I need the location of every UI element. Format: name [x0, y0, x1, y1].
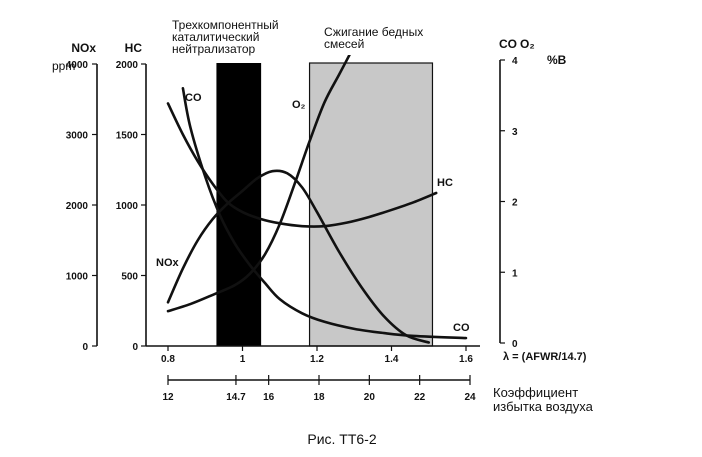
- co_o2-tick-label: 3: [512, 127, 518, 138]
- catalyst-title-line-2: каталитический: [172, 30, 259, 44]
- nox-tick-label: 3000: [66, 131, 89, 142]
- ticks-layer: 010002000300040000500100015002000012340.…: [66, 56, 518, 403]
- ratio-tick-label: 12: [162, 392, 174, 403]
- ratio-tick-label: 22: [414, 392, 426, 403]
- lambda-axis-label: λ = (AFWR/14.7): [503, 351, 587, 363]
- hc-tick-label: 1000: [116, 201, 139, 212]
- nox-tick-label: 0: [82, 342, 88, 353]
- co-axis-title: CO: [499, 37, 517, 51]
- co_o2-tick-label: 4: [512, 56, 518, 67]
- ratio-tick-label: 24: [464, 392, 476, 403]
- nox-tick-label: 2000: [66, 201, 89, 212]
- o2-curve-label: O₂: [292, 99, 306, 111]
- co_o2-tick-label: 2: [512, 198, 518, 209]
- co-curve: [181, 87, 468, 340]
- o2-curve: [166, 55, 351, 313]
- co-curve-label-right: CO: [453, 322, 470, 334]
- curves-layer: [166, 55, 468, 344]
- catalyst-region-title: Трехкомпонентный каталитический нейтрали…: [172, 18, 282, 56]
- lean-burn-region: [308, 62, 434, 347]
- co_o2-tick-label: 1: [512, 268, 518, 279]
- nox-curve: [166, 169, 431, 344]
- lambda-tick-label: 1: [240, 354, 246, 365]
- lean-burn-region-title: Сжигание бедных смесей: [324, 25, 427, 51]
- hc-tick-label: 2000: [116, 60, 139, 71]
- ratio-axis-label-line-1: Коэффициент: [493, 385, 578, 400]
- percent-unit: %В: [547, 53, 567, 67]
- ratio-axis-label: Коэффициент избытка воздуха: [493, 385, 594, 414]
- lambda-tick-label: 1.4: [385, 354, 399, 365]
- nox-curve-label: NOx: [156, 257, 180, 269]
- lean-title-line-1: Сжигание бедных: [324, 25, 423, 39]
- hc-curve-label: HC: [437, 177, 453, 189]
- hc-axis-title: HC: [125, 41, 143, 55]
- hc-tick-label: 1500: [116, 131, 139, 142]
- nox-axis-title: NOx: [71, 41, 96, 55]
- ratio-axis-label-line-2: избытка воздуха: [493, 399, 594, 414]
- catalyst-title-line-3: нейтрализатор: [172, 42, 256, 56]
- hc-tick-label: 0: [132, 342, 138, 353]
- regions-layer: [216, 62, 434, 347]
- catalyst-region: [216, 63, 262, 346]
- ratio-tick-label: 20: [364, 392, 376, 403]
- nox-tick-label: 1000: [66, 272, 89, 283]
- ratio-tick-label: 16: [263, 392, 275, 403]
- o2-axis-title: O₂: [520, 37, 535, 51]
- nox-tick-label: 4000: [66, 60, 89, 71]
- co_o2-tick-label: 0: [512, 339, 518, 350]
- lambda-tick-label: 1.6: [459, 354, 473, 365]
- lean-title-line-2: смесей: [324, 37, 364, 51]
- figure-caption: Рис. ТТ6-2: [307, 431, 376, 447]
- ratio-tick-label: 18: [313, 392, 325, 403]
- ratio-tick-label: 14.7: [226, 392, 246, 403]
- lambda-tick-label: 1.2: [310, 354, 324, 365]
- catalyst-title-line-1: Трехкомпонентный: [172, 18, 279, 32]
- hc-tick-label: 500: [121, 272, 138, 283]
- co-curve-label: CO: [185, 92, 202, 104]
- lambda-tick-label: 0.8: [161, 354, 175, 365]
- nox-axis-unit: ppm: [52, 59, 75, 73]
